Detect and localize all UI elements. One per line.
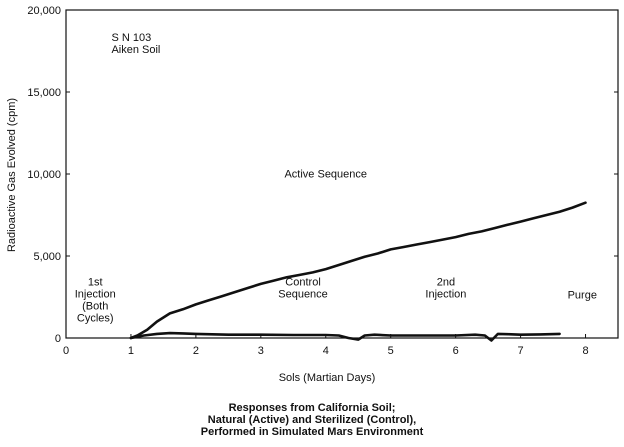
annotation-line: Injection <box>75 289 116 301</box>
caption-line-3: Performed in Simulated Mars Environment <box>200 426 424 438</box>
x-tick-label: 0 <box>63 345 69 357</box>
y-tick-label: 15,000 <box>27 87 61 99</box>
x-tick-label: 8 <box>582 345 588 357</box>
y-axis-title: Radioactive Gas Evolved (cpm) <box>6 98 18 252</box>
x-axis-title: Sols (Martian Days) <box>279 372 376 384</box>
y-axis: 0 5,000 10,000 15,000 20,000 <box>27 5 618 345</box>
annotation-line: Control <box>285 277 320 289</box>
caption-line-1: Responses from California Soil; <box>228 402 396 414</box>
x-tick-label: 7 <box>518 345 524 357</box>
series-layer <box>129 201 587 342</box>
chart-annotation: Active Sequence <box>284 168 367 180</box>
chart-annotation: Control Sequence <box>278 277 328 301</box>
y-tick-label: 10,000 <box>27 169 61 181</box>
y-tick-label: 20,000 <box>27 5 61 17</box>
x-axis: 0 1 2 3 4 5 6 7 8 <box>63 334 589 357</box>
x-tick-label: 5 <box>388 345 394 357</box>
annotation-line: Active Sequence <box>284 168 367 180</box>
y-tick-label: 5,000 <box>33 251 61 263</box>
annotation-line: Purge <box>568 290 597 302</box>
annotation-line: 2nd <box>437 277 455 289</box>
annotation-line: Sequence <box>278 289 328 301</box>
annotation-line: (Both <box>82 301 108 313</box>
active-sequence-line <box>129 201 587 340</box>
x-tick-label: 6 <box>453 345 459 357</box>
annotation-line: Injection <box>425 289 466 301</box>
caption-line-2: Natural (Active) and Sterilized (Control… <box>207 414 417 426</box>
chart-annotation: 2nd Injection <box>425 277 466 301</box>
annotation-line: 1st <box>88 277 103 289</box>
chart-annotation: 1st Injection (Both Cycles) <box>75 277 116 325</box>
chart-annotation: S N 103 Aiken Soil <box>111 32 160 56</box>
annotation-line: Aiken Soil <box>111 44 160 56</box>
annotation-line: Cycles) <box>77 313 114 325</box>
annotation-line: S N 103 <box>111 32 151 44</box>
x-tick-label: 2 <box>193 345 199 357</box>
figure-caption: Responses from California Soil; Natural … <box>0 402 624 438</box>
x-tick-label: 4 <box>323 345 329 357</box>
chart-annotation: Purge <box>568 290 597 302</box>
x-tick-label: 1 <box>128 345 134 357</box>
control-sequence-line <box>129 331 561 342</box>
y-tick-label: 0 <box>55 333 61 345</box>
x-tick-label: 3 <box>258 345 264 357</box>
